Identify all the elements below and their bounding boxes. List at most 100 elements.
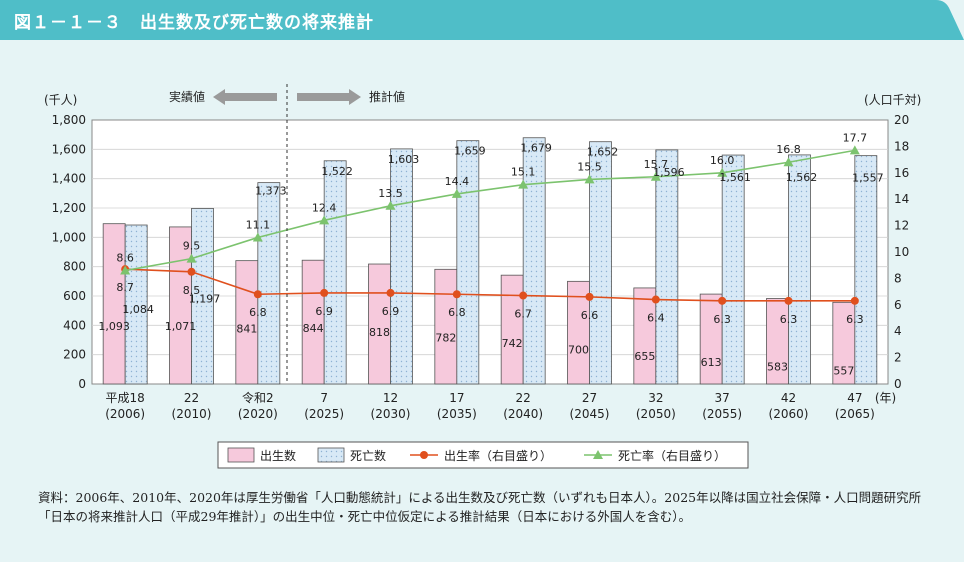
death-bar <box>721 154 745 385</box>
death-rate-point <box>186 253 197 263</box>
birth-rate-label: 6.3 <box>713 313 731 326</box>
death-rate-point <box>120 265 131 275</box>
y-left-tick-label: 1,000 <box>52 230 86 244</box>
x-category-label: 42 <box>781 391 796 405</box>
birth-rate-point <box>386 288 395 297</box>
y-right-tick-label: 6 <box>894 298 902 312</box>
death-count-label: 1,561 <box>719 171 751 184</box>
death-count-label: 1,197 <box>189 292 221 305</box>
death-rate-label: 8.6 <box>116 251 134 264</box>
y-right-tick-label: 18 <box>894 139 909 153</box>
death-rate-label: 15.7 <box>644 158 669 171</box>
x-category-label: 7 <box>320 391 328 405</box>
birth-count-label: 655 <box>634 350 655 363</box>
y-right-tick-label: 12 <box>894 219 909 233</box>
death-bar <box>390 148 413 385</box>
y-left-tick-label: 800 <box>63 260 86 274</box>
legend-birth-rate-label: 出生率（右目盛り） <box>444 448 552 463</box>
x-category-label: 27 <box>582 391 597 405</box>
birth-rate-label: 6.9 <box>315 305 333 318</box>
death-rate-point <box>650 171 661 181</box>
birth-rate-label: 6.8 <box>249 306 267 319</box>
legend-deaths-label: 死亡数 <box>350 448 386 463</box>
birth-rate-label: 6.3 <box>780 313 798 326</box>
birth-count-label: 782 <box>435 331 456 344</box>
header-bar <box>0 0 964 40</box>
birth-rate-label: 8.7 <box>116 281 134 294</box>
right-arrow <box>297 89 361 105</box>
birth-bar <box>500 274 524 385</box>
y-left-tick-label: 0 <box>78 377 86 391</box>
birth-rate-point <box>519 291 528 300</box>
death-bar <box>522 137 546 385</box>
y-right-tick-label: 20 <box>894 113 909 127</box>
death-rate-point <box>451 188 462 198</box>
y-left-tick-label: 600 <box>63 289 86 303</box>
death-bar <box>124 224 148 385</box>
death-count-label: 1,522 <box>321 165 353 178</box>
birth-count-label: 613 <box>701 356 722 369</box>
x-year-label: (2040) <box>503 407 543 421</box>
death-count-label: 1,373 <box>255 185 287 198</box>
y-right-tick-label: 2 <box>894 351 902 365</box>
birth-rate-label: 8.5 <box>183 284 201 297</box>
birth-count-label: 841 <box>236 323 257 336</box>
death-rate-label: 15.5 <box>577 160 602 173</box>
legend-birth-rate-marker <box>420 451 428 459</box>
x-category-label: 47 <box>847 391 862 405</box>
death-rate-line <box>125 149 855 272</box>
x-category-label: 32 <box>648 391 663 405</box>
legend-births-label: 出生数 <box>260 448 296 463</box>
birth-bar <box>633 287 657 385</box>
x-year-label: (2035) <box>437 407 477 421</box>
death-rate-label: 14.4 <box>445 175 470 188</box>
death-bar <box>854 155 878 385</box>
x-category-label: 12 <box>383 391 398 405</box>
plot-area <box>91 119 889 385</box>
y-left-tick-label: 1,600 <box>52 142 86 156</box>
death-count-label: 1,679 <box>520 142 552 155</box>
y-left-tick-label: 1,800 <box>52 113 86 127</box>
y-right-tick-label: 0 <box>894 377 902 391</box>
birth-bar <box>368 263 391 385</box>
death-rate-label: 16.8 <box>776 143 801 156</box>
x-year-label: (2050) <box>636 407 676 421</box>
death-rate-label: 11.1 <box>246 218 271 231</box>
death-rate-point <box>717 167 728 177</box>
birth-bar <box>434 268 458 385</box>
death-rate-point <box>849 145 860 155</box>
y-left-tick-label: 1,200 <box>52 201 86 215</box>
birth-rate-label: 6.8 <box>448 306 466 319</box>
y-left-tick-label: 1,400 <box>52 172 86 186</box>
birth-rate-label: 6.4 <box>647 312 665 325</box>
source-note: 資料：2006年、2010年、2020年は厚生労働省「人口動態統計」による出生数… <box>38 490 922 524</box>
death-bar <box>257 182 281 385</box>
x-unit: (年) <box>875 391 896 405</box>
death-count-label: 1,652 <box>587 146 619 159</box>
death-rate-label: 17.7 <box>843 131 868 144</box>
death-bar <box>788 154 811 385</box>
figure-title: 図１－１－３ 出生数及び死亡数の将来推計 <box>14 13 374 33</box>
x-year-label: (2065) <box>835 407 875 421</box>
y-right-tick-label: 4 <box>894 324 902 338</box>
x-category-label: 22 <box>184 391 199 405</box>
birth-rate-point <box>253 290 262 299</box>
x-category-label: 17 <box>449 391 464 405</box>
birth-rate-point <box>784 296 793 305</box>
death-bar <box>456 140 480 385</box>
birth-count-label: 844 <box>303 322 324 335</box>
left-arrow <box>213 89 277 105</box>
x-year-label: (2010) <box>172 407 212 421</box>
legend: 出生数 死亡数 出生率（右目盛り） 死亡率（右目盛り） <box>217 441 749 469</box>
birth-count-label: 1,071 <box>165 320 197 333</box>
x-category-label: 22 <box>516 391 531 405</box>
birth-rate-point <box>651 295 660 304</box>
legend-box <box>217 441 749 469</box>
birth-rate-label: 6.7 <box>514 308 532 321</box>
death-bar <box>323 160 347 385</box>
death-count-label: 1,596 <box>653 166 685 179</box>
birth-rate-point <box>320 288 329 297</box>
y-right-tick-label: 16 <box>894 166 909 180</box>
x-category-label: 令和2 <box>242 390 274 405</box>
x-category-label: 37 <box>715 391 730 405</box>
